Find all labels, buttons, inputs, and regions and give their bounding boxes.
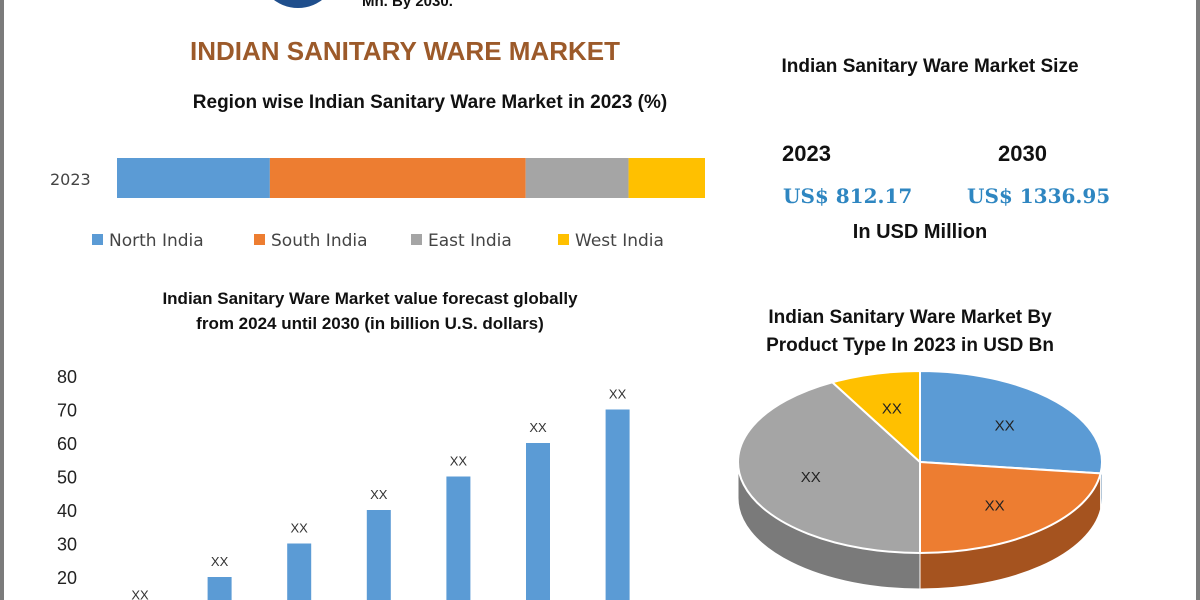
legend-label-east-india: East India (428, 231, 512, 251)
legend-label-north-india: North India (109, 231, 204, 251)
y-tick-label-80: 80 (57, 367, 77, 387)
pie-slice-3 (737, 381, 921, 555)
legend-label-south-india: South India (271, 231, 368, 251)
forecast-bar-4 (366, 510, 391, 600)
legend-swatch-west-india (558, 234, 569, 245)
y-tick-label-70: 70 (57, 401, 77, 421)
y-tick-label-30: 30 (57, 535, 77, 555)
forecast-bar-label-2: XX (211, 554, 229, 569)
legend-label-west-india: West India (575, 231, 664, 251)
pie-slice-label-3: XX (801, 469, 821, 486)
pie-chart-title: Indian Sanitary Ware Market By Product T… (720, 304, 1100, 360)
y-tick-label-50: 50 (57, 468, 77, 488)
right-border (1196, 0, 1200, 600)
region-chart-title: Region wise Indian Sanitary Ware Market … (192, 92, 668, 113)
pie-slice-1 (919, 369, 1103, 475)
year-2023-label: 2023 (782, 141, 831, 166)
legend-swatch-east-india (411, 234, 422, 245)
y-tick-label-60: 60 (57, 434, 77, 454)
value-2023: US$ 812.17 (783, 184, 913, 208)
pie-slice-2 (919, 460, 1102, 555)
forecast-bar-7 (605, 409, 630, 600)
forecast-title-line-1: Indian Sanitary Ware Market value foreca… (162, 289, 578, 308)
pie-title-line-1: Indian Sanitary Ware Market By (768, 307, 1052, 328)
region-bar-category-label: 2023 (50, 170, 91, 189)
value-2030: US$ 1336.95 (967, 184, 1111, 208)
pie-title-line-2: Product Type In 2023 in USD Bn (766, 335, 1054, 356)
region-segment-south-india (269, 158, 526, 198)
forecast-bar-label-1: XX (131, 588, 149, 600)
forecast-bar-3 (287, 543, 312, 600)
unit-label: In USD Million (852, 221, 988, 243)
page-title: INDIAN SANITARY WARE MARKET (190, 36, 620, 66)
year-2030-label: 2030 (998, 141, 1047, 166)
logo-globe-icon (258, 0, 338, 8)
forecast-bar-label-4: XX (370, 487, 388, 502)
region-segment-east-india (525, 158, 629, 198)
region-segment-north-india (117, 158, 270, 198)
forecast-title-line-2: from 2024 until 2030 (in billion U.S. do… (196, 314, 544, 333)
pie-slice-4 (830, 369, 921, 465)
header-cut-text: Mn. By 2030. (362, 0, 453, 10)
market-size-title: Indian Sanitary Ware Market Size (781, 56, 1079, 77)
region-segment-west-india (628, 158, 705, 198)
legend-swatch-north-india (92, 234, 103, 245)
pie-slice-label-4: XX (882, 400, 902, 417)
y-tick-label-40: 40 (57, 501, 77, 521)
legend-swatch-south-india (254, 234, 265, 245)
forecast-bar-label-5: XX (450, 454, 468, 469)
pie-slice-label-1: XX (995, 418, 1015, 435)
forecast-chart-title: Indian Sanitary Ware Market value foreca… (100, 286, 640, 336)
forecast-bar-label-7: XX (609, 387, 627, 402)
forecast-bar-label-3: XX (291, 521, 309, 536)
y-tick-label-20: 20 (57, 568, 77, 588)
forecast-bar-label-6: XX (529, 420, 547, 435)
forecast-bar-2 (207, 577, 232, 600)
left-border (0, 0, 4, 600)
forecast-bar-5 (446, 476, 471, 600)
pie-slice-label-2: XX (985, 497, 1005, 514)
forecast-bar-6 (526, 443, 550, 600)
